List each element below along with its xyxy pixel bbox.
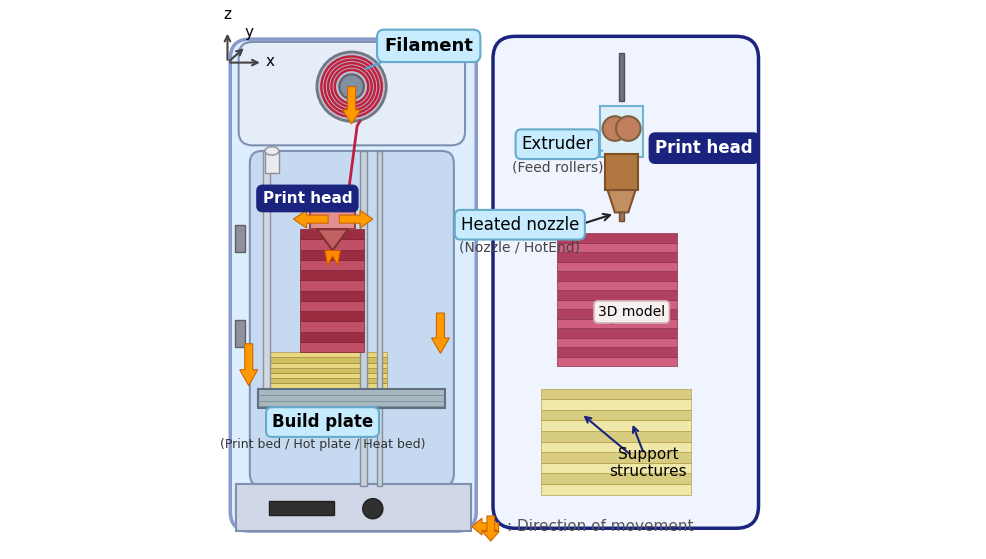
Bar	[557, 328, 677, 338]
FancyBboxPatch shape	[493, 36, 758, 528]
Bar	[619, 212, 624, 221]
Text: y: y	[245, 25, 253, 40]
Text: x: x	[266, 54, 275, 69]
Bar	[235, 320, 245, 347]
Bar	[540, 410, 691, 420]
Bar	[557, 309, 677, 319]
Bar	[269, 378, 387, 383]
Bar	[540, 473, 691, 484]
Bar	[378, 151, 383, 486]
Bar	[236, 484, 470, 531]
Bar	[300, 291, 365, 301]
Bar	[604, 154, 638, 190]
Bar	[265, 151, 279, 173]
Bar	[557, 300, 677, 309]
Bar	[269, 373, 387, 378]
Bar	[311, 204, 355, 229]
Polygon shape	[482, 516, 499, 541]
Polygon shape	[432, 313, 450, 353]
Bar	[557, 243, 677, 252]
Bar	[619, 53, 624, 101]
Bar	[557, 233, 677, 243]
Bar	[557, 347, 677, 357]
Bar	[557, 281, 677, 290]
Text: (Print bed / Hot plate / Heat bed): (Print bed / Hot plate / Heat bed)	[220, 438, 425, 451]
Circle shape	[616, 116, 641, 141]
Circle shape	[602, 116, 627, 141]
Polygon shape	[324, 250, 340, 266]
Bar	[540, 452, 691, 463]
Bar	[540, 484, 691, 495]
Bar	[540, 389, 691, 399]
Bar	[540, 442, 691, 452]
FancyBboxPatch shape	[231, 39, 476, 531]
Bar	[600, 106, 643, 157]
Bar	[300, 260, 365, 270]
Text: z: z	[223, 7, 231, 22]
Bar	[557, 262, 677, 271]
Text: Support
structures: Support structures	[609, 447, 687, 479]
Bar	[269, 363, 387, 368]
Bar	[269, 368, 387, 373]
Bar	[300, 321, 365, 331]
Bar	[300, 311, 365, 321]
Bar	[300, 301, 365, 311]
Polygon shape	[317, 229, 348, 250]
Bar	[269, 357, 387, 363]
Bar	[360, 151, 367, 486]
Bar	[300, 331, 365, 342]
Bar	[557, 357, 677, 366]
Bar	[258, 389, 446, 408]
Text: (Feed rollers): (Feed rollers)	[512, 160, 603, 175]
Polygon shape	[339, 210, 373, 228]
Text: 3D model: 3D model	[599, 305, 666, 319]
Bar	[557, 252, 677, 262]
Text: Print head: Print head	[262, 191, 352, 206]
Polygon shape	[607, 190, 636, 212]
Bar	[557, 271, 677, 281]
FancyBboxPatch shape	[249, 151, 454, 486]
Text: (Nozzle / HotEnd): (Nozzle / HotEnd)	[459, 240, 581, 254]
Circle shape	[339, 74, 364, 99]
Text: Heated nozzle: Heated nozzle	[460, 216, 579, 234]
Bar	[557, 319, 677, 328]
Text: Filament: Filament	[385, 37, 473, 55]
Bar	[269, 501, 333, 515]
Bar	[300, 250, 365, 260]
Polygon shape	[342, 87, 361, 124]
Circle shape	[317, 52, 387, 121]
Text: : Direction of movement: : Direction of movement	[507, 519, 693, 534]
Bar	[300, 270, 365, 281]
Bar	[540, 420, 691, 431]
Ellipse shape	[265, 146, 279, 155]
Bar	[540, 399, 691, 410]
Bar	[300, 239, 365, 250]
Bar	[262, 151, 270, 391]
Bar	[557, 338, 677, 347]
Text: Extruder: Extruder	[522, 135, 594, 153]
Bar	[300, 342, 365, 352]
Polygon shape	[471, 518, 499, 535]
Bar	[269, 383, 387, 389]
Circle shape	[363, 499, 383, 519]
Bar	[300, 281, 365, 291]
Bar	[557, 290, 677, 300]
FancyBboxPatch shape	[239, 42, 465, 145]
Text: Build plate: Build plate	[272, 413, 373, 431]
Text: Print head: Print head	[656, 139, 753, 157]
Bar	[269, 352, 387, 357]
Polygon shape	[240, 344, 257, 386]
Bar	[540, 431, 691, 442]
Bar	[540, 463, 691, 473]
Bar	[300, 229, 365, 239]
Polygon shape	[294, 210, 328, 228]
Bar	[235, 225, 245, 252]
